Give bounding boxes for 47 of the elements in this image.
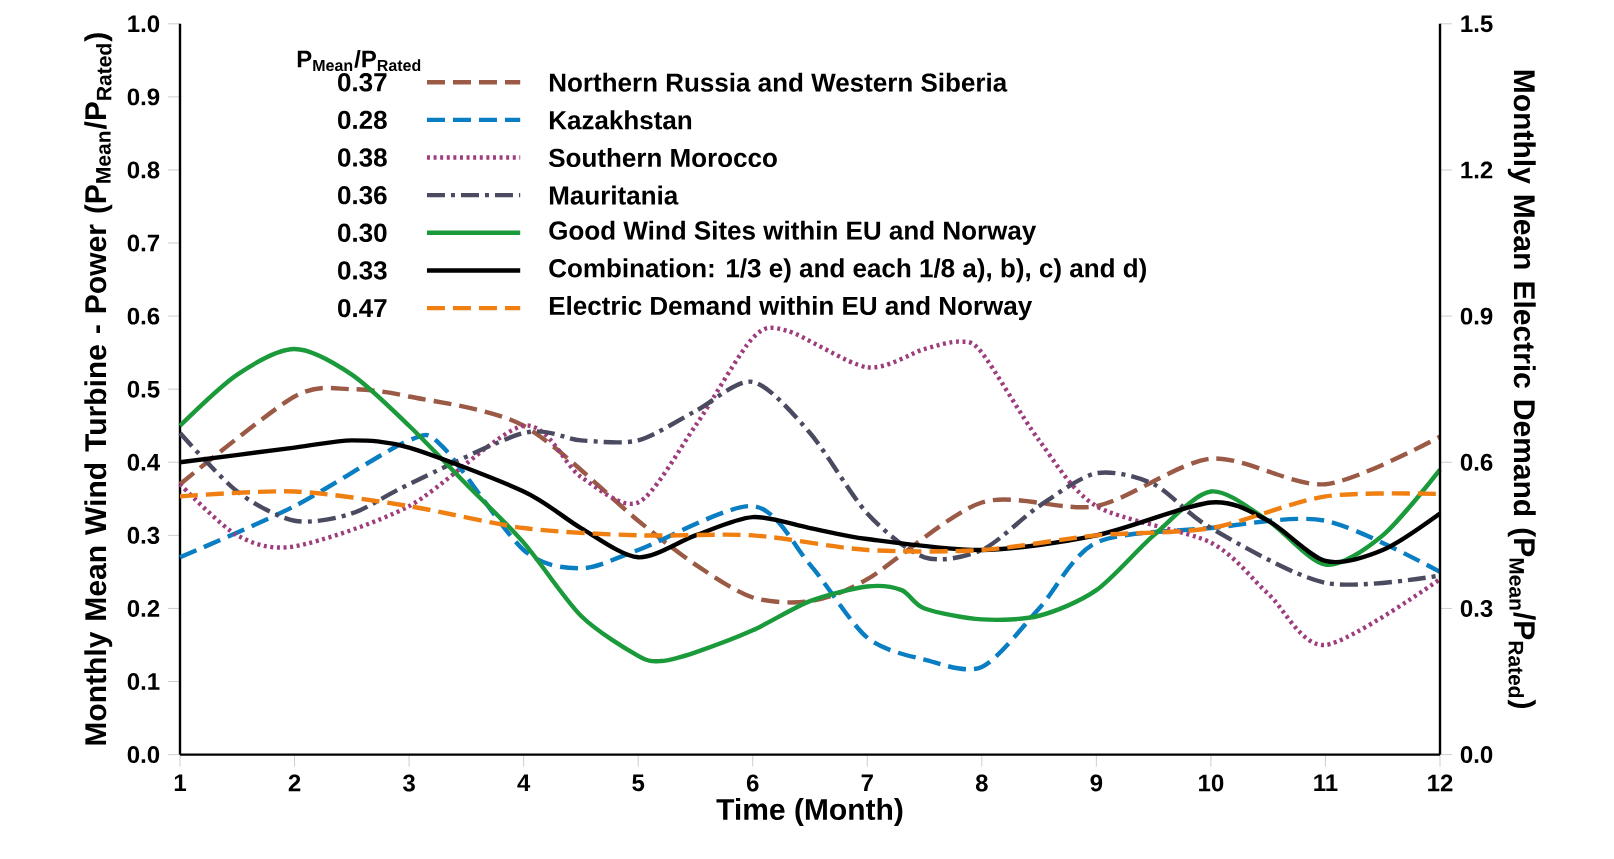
y-tick-label: 0.4 [127,453,160,471]
y-tick-label: 0.3 [127,526,160,544]
y-tick-label: 0.6 [127,307,160,325]
legend-label: Northern Russia and Western Siberia [549,72,1008,92]
x-tick-label: 8 [975,774,988,792]
y-tick-label: 0.0 [127,746,160,764]
x-tick-label: 5 [632,774,645,792]
annotation: 0.47 [338,298,387,318]
annotation: 0.38 [338,148,387,167]
y2-axis-title: Monthly Mean Electric Demand (P$_{Mean}$/P$_{Rated}$) [1507,70,1536,709]
y2-tick-label: 1.5 [1461,15,1493,33]
y-axis-title: Monthly Mean Wind Turbine - Power (P$_{Mean}$/P$_{Rated}$) [84,33,113,745]
annotation: 0.37 [338,73,387,92]
x-tick-label: 7 [861,774,873,791]
legend-label: Combination: 1/3 e) and each 1/8 a), b), c) and d) [549,258,1146,283]
annotation: 0.28 [338,110,387,130]
legend-label: Electric Demand within EU and Norway [549,295,1033,321]
legend-label: Mauritania [549,185,679,205]
x-tick-label: 9 [1090,774,1103,792]
y2-tick-label: 0.3 [1460,599,1493,617]
annotation: 0.30 [338,223,387,243]
x-axis-title: Time (Month) [716,798,903,826]
legend-label: Good Wind Sites within EU and Norway [549,220,1037,245]
y-tick-label: 1.0 [128,15,160,33]
x-tick-label: 6 [746,774,759,792]
x-tick-label: 10 [1199,774,1224,792]
x-tick-label: 1 [174,774,186,791]
x-tick-label: 11 [1314,774,1338,791]
y-tick-label: 0.2 [127,599,160,617]
y2-tick-label: 0.9 [1460,307,1493,325]
x-tick-label: 4 [517,774,531,791]
y-tick-label: 0.9 [127,88,160,106]
y-tick-label: 0.5 [127,380,160,398]
y-tick-label: 0.1 [127,673,160,691]
x-tick-label: 12 [1428,774,1453,792]
y-tick-label: 0.8 [127,161,160,179]
x-tick-label: 2 [288,774,301,792]
legend-label: Kazakhstan [549,110,692,130]
y2-tick-label: 0.0 [1460,746,1493,764]
x-tick-label: 3 [402,774,415,792]
legend-label: Southern Morocco [548,147,777,168]
y2-tick-label: 1.2 [1461,161,1493,179]
y2-tick-label: 0.6 [1460,453,1493,471]
y-tick-label: 0.7 [127,234,160,252]
annotation: 0.36 [338,185,387,205]
legend-title: P$_{Mean}$/P$_{Rated}$ [297,49,421,72]
annotation: 0.33 [338,261,387,280]
